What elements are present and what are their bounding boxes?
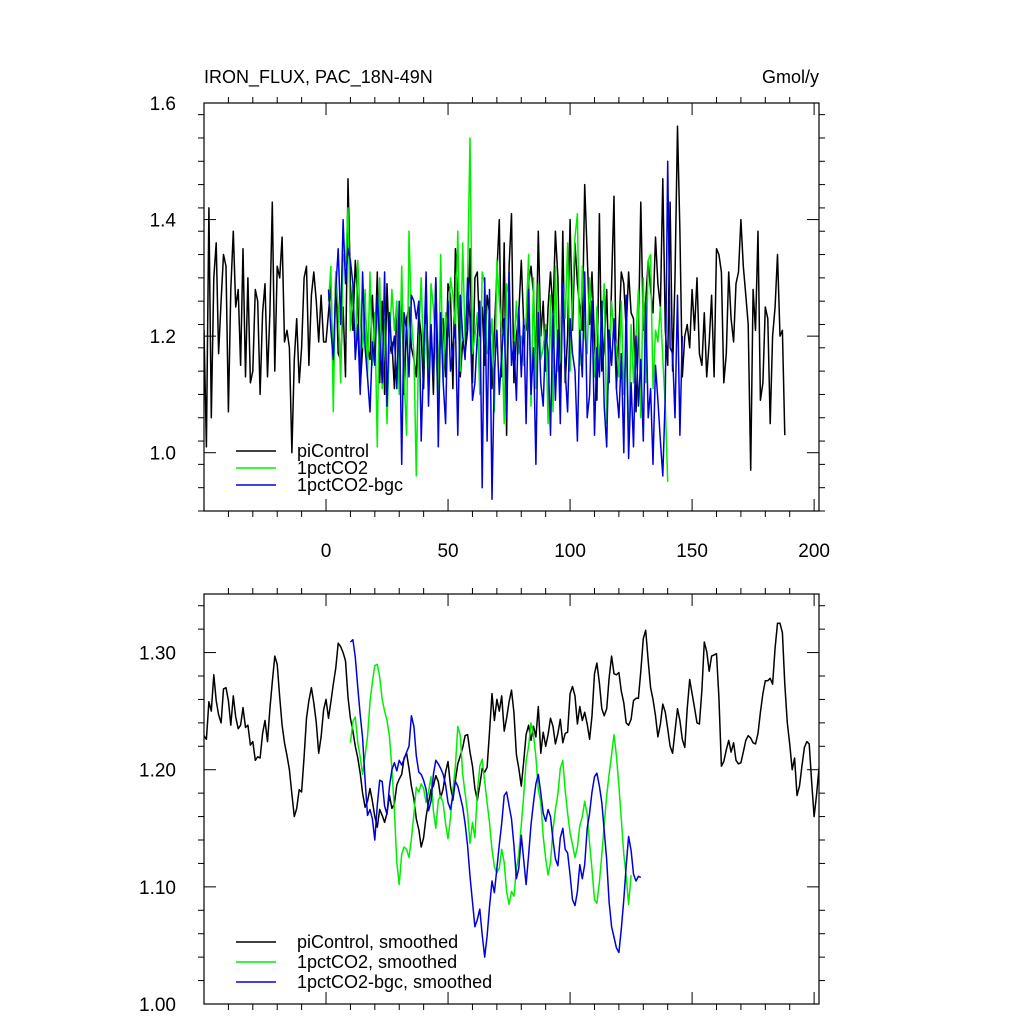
series-line-0 bbox=[204, 622, 819, 848]
bottom-panel-smoothed-flux: 1.001.101.201.30 piControl, smoothed1pct… bbox=[139, 588, 825, 1016]
plot-frame bbox=[203, 102, 820, 512]
x-tick-label: 200 bbox=[798, 541, 830, 562]
series-line-1 bbox=[327, 137, 669, 482]
units-label: Gmol/y bbox=[762, 67, 819, 87]
series-lines bbox=[204, 622, 819, 958]
x-tick-label: 50 bbox=[437, 541, 458, 562]
series-line-0 bbox=[204, 125, 786, 471]
series-line-1 bbox=[349, 663, 632, 906]
x-tick-label: 150 bbox=[676, 541, 708, 562]
y-tick-label: 1.4 bbox=[150, 211, 177, 232]
legend-label: 1pctCO2, smoothed bbox=[297, 952, 457, 972]
series-lines bbox=[204, 125, 786, 501]
y-tick-label: 1.6 bbox=[150, 94, 176, 115]
chart-title: IRON_FLUX, PAC_18N-49N bbox=[204, 67, 433, 88]
y-tick-label: 1.30 bbox=[139, 644, 176, 665]
y-tick-label: 1.20 bbox=[139, 761, 176, 782]
plot-frame bbox=[203, 593, 820, 1005]
y-tick-label: 1.10 bbox=[139, 878, 176, 899]
legend-label: piControl bbox=[297, 441, 369, 461]
legend-label: 1pctCO2-bgc, smoothed bbox=[297, 972, 492, 992]
series-line-2 bbox=[327, 160, 684, 501]
axis-ticks: 1.00 1.10 1.20 1.30 bbox=[139, 588, 825, 1016]
axis-ticks: 0 50 100 150 200 1.0 1.2 1.4 1.6 bbox=[150, 94, 830, 562]
x-tick-label: 0 bbox=[321, 541, 332, 562]
x-tick-label: 100 bbox=[554, 541, 586, 562]
top-panel-raw-flux: IRON_FLUX, PAC_18N-49N Gmol/y 0 50 100 150 2… bbox=[150, 67, 830, 562]
y-tick-label: 1.0 bbox=[150, 444, 176, 465]
y-tick-label: 1.2 bbox=[150, 327, 176, 348]
series-line-2 bbox=[349, 638, 642, 958]
y-tick-label: 1.00 bbox=[139, 995, 176, 1016]
legend-label: 1pctCO2-bgc bbox=[297, 475, 403, 495]
legend-label: 1pctCO2 bbox=[297, 458, 368, 478]
legend-label: piControl, smoothed bbox=[297, 932, 458, 952]
